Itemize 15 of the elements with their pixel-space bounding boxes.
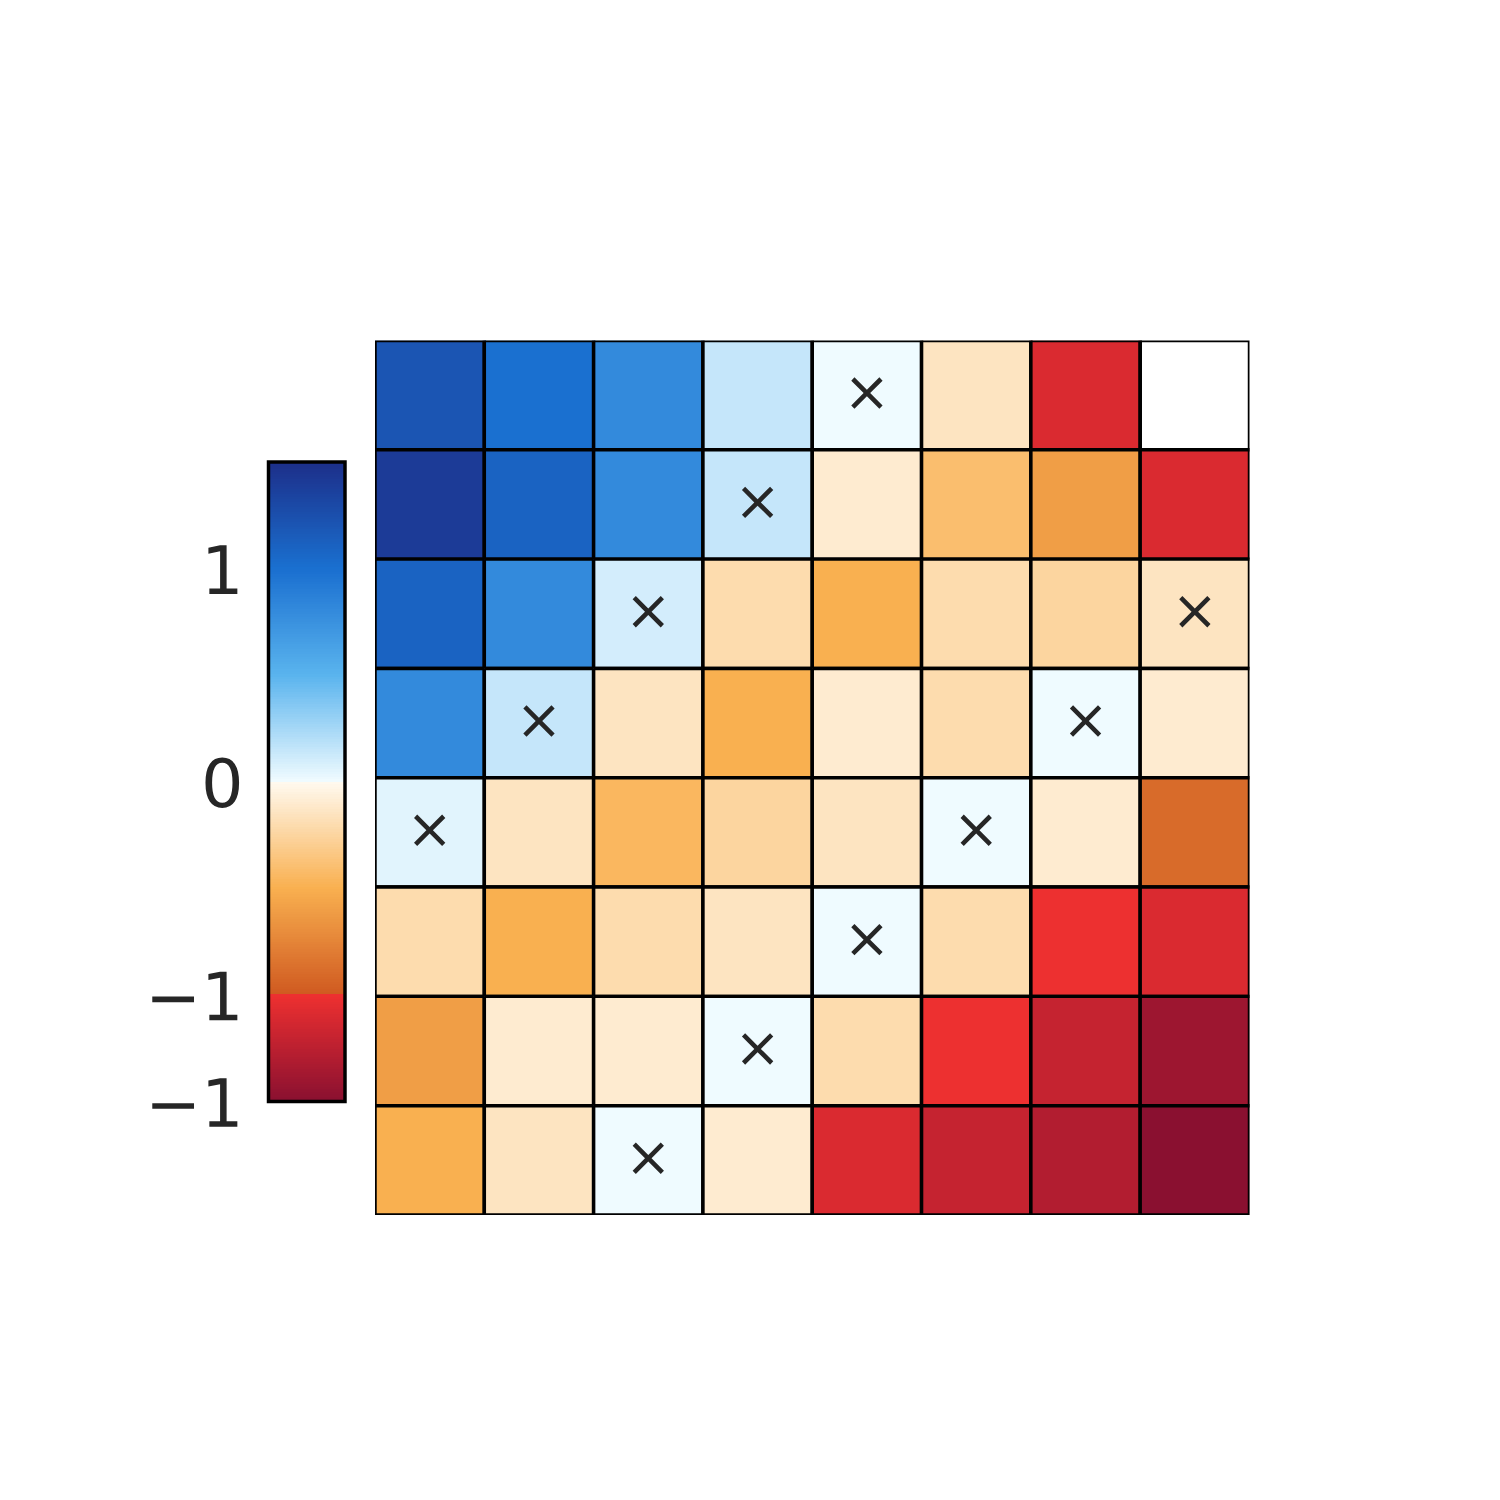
data-label: ×: [414, 814, 446, 847]
data-label: ×: [1179, 595, 1211, 628]
data-label: ×: [960, 814, 992, 847]
color-bar-label: 0: [205, 757, 240, 809]
data-label: ×: [523, 705, 555, 737]
data-label: ×: [1069, 705, 1102, 737]
data-label: ×: [851, 923, 883, 956]
data-label: ×: [741, 1033, 774, 1065]
color-bar-label: 1: [208, 545, 238, 594]
color-bar-label: −1: [152, 971, 238, 1021]
data-label: ×: [632, 595, 664, 628]
data-label: ×: [851, 377, 883, 409]
data-label: ×: [632, 1142, 664, 1174]
color-bar-label: −1: [152, 1078, 238, 1127]
data-label: ×: [741, 486, 774, 519]
